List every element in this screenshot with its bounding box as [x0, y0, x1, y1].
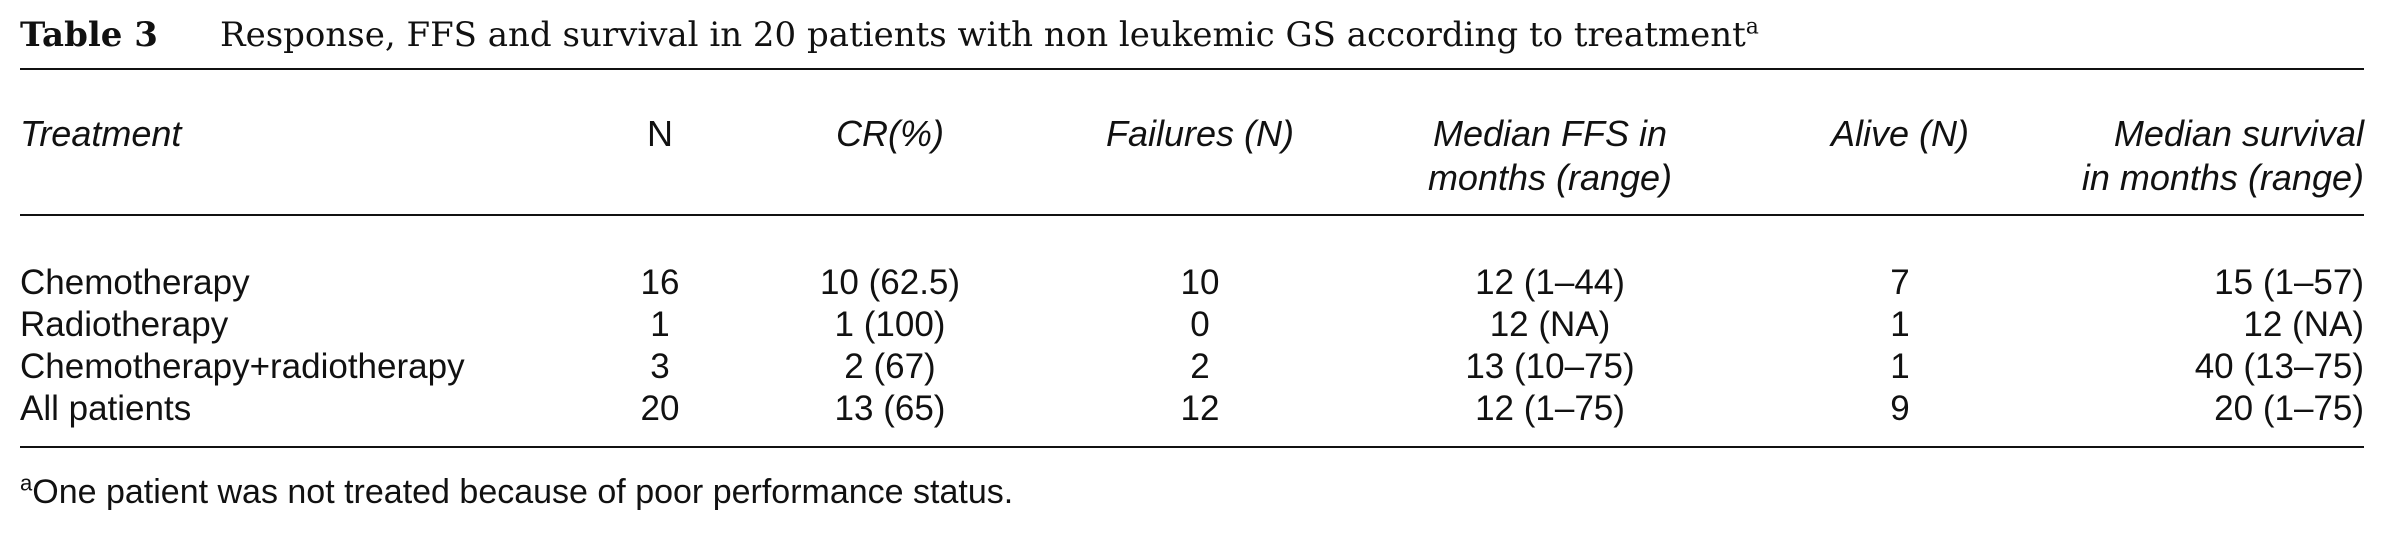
header-median-survival: Median survival in months (range): [2081, 113, 2364, 198]
table-cell-survival: 15 (1–57): [2214, 263, 2364, 302]
table-footnote: aOne patient was not treated because of …: [20, 470, 1013, 514]
table-cell-alive: 1: [1890, 347, 1910, 386]
header-n: N: [647, 113, 673, 154]
header-treatment: Treatment: [20, 113, 182, 154]
table-cell-survival: 12 (NA): [2243, 305, 2364, 344]
table-cell-n: 20: [640, 389, 680, 428]
table-cell-treatment: Chemotherapy+radiotherapy: [20, 347, 465, 386]
footnote-text: One patient was not treated because of p…: [32, 473, 1014, 511]
table-cell-failures: 0: [1190, 305, 1210, 344]
header-alive: Alive (N): [1830, 113, 1969, 154]
table-cell-ffs: 12 (1–75): [1475, 389, 1625, 428]
table-cell-cr: 10 (62.5): [819, 263, 961, 302]
table-cell-ffs: 12 (NA): [1489, 305, 1611, 344]
footnote-marker: a: [20, 470, 33, 496]
table-cell-n: 3: [650, 347, 670, 386]
table-cell-ffs: 12 (1–44): [1475, 263, 1625, 302]
caption-footnote-marker: a: [1745, 14, 1759, 40]
table-cell-ffs: 13 (10–75): [1465, 347, 1635, 386]
table-label: Table 3: [20, 15, 158, 55]
table-cell-alive: 7: [1890, 263, 1910, 302]
bottom-rule: [20, 446, 2364, 448]
table-cell-survival: 20 (1–75): [2214, 389, 2364, 428]
table-cell-failures: 2: [1190, 347, 1210, 386]
table-cell-treatment: Chemotherapy: [20, 263, 250, 302]
table-cell-alive: 1: [1890, 305, 1910, 344]
table-cell-cr: 13 (65): [834, 389, 946, 428]
header-median-ffs: Median FFS in months (range): [1427, 113, 1673, 198]
table-cell-failures: 10: [1180, 263, 1220, 302]
table-cell-n: 1: [650, 305, 670, 344]
table-cell-cr: 1 (100): [834, 305, 946, 344]
header-cr: CR(%): [836, 113, 944, 154]
table-cell-survival: 40 (13–75): [2194, 347, 2364, 386]
table-cell-alive: 9: [1890, 389, 1910, 428]
table-cell-n: 16: [640, 263, 680, 302]
table-cell-treatment: All patients: [20, 389, 192, 428]
table-caption: Table 3 Response, FFS and survival in 20 …: [20, 10, 1759, 60]
header-failures: Failures (N): [1105, 113, 1294, 154]
header-rule: [20, 214, 2364, 216]
table-cell-cr: 2 (67): [844, 347, 936, 386]
table-cell-failures: 12: [1180, 389, 1220, 428]
table-cell-treatment: Radiotherapy: [20, 305, 229, 344]
table-title: Response, FFS and survival in 20 patient…: [220, 15, 1746, 55]
table-figure: Table 3 Response, FFS and survival in 20 …: [20, 0, 2364, 540]
top-rule: [20, 68, 2364, 70]
